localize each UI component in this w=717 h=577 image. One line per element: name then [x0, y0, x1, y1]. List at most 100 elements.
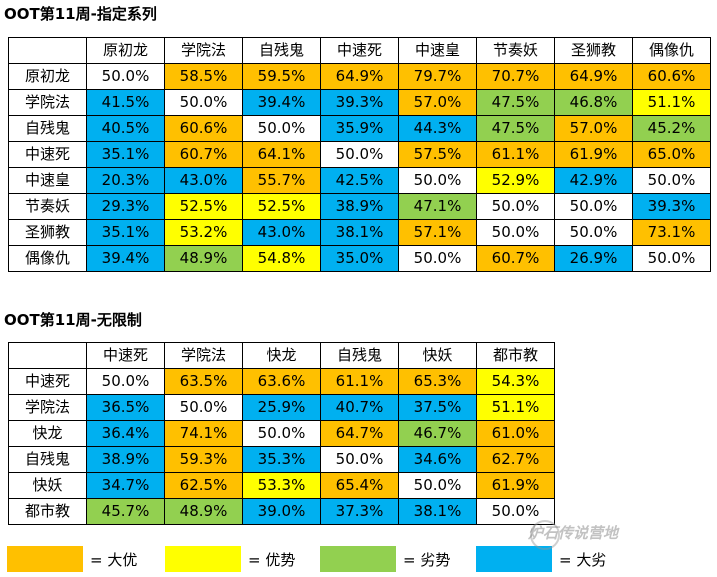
winrate-cell: 40.5%	[86, 115, 165, 142]
column-header: 偶像仇	[632, 37, 711, 64]
row-header: 原初龙	[8, 63, 87, 90]
winrate-cell: 50.0%	[86, 63, 165, 90]
winrate-cell: 37.5%	[398, 394, 477, 421]
header-row: 中速死 学院法 快龙 自残鬼 快妖 都市教	[8, 342, 555, 369]
table-row: 偶像仇 39.4% 48.9% 54.8% 35.0% 50.0% 60.7% 26.9% 50…	[8, 245, 711, 272]
table-row: 中速皇 20.3% 43.0% 55.7% 42.5% 50.0% 52.9% 42.9% 50…	[8, 167, 711, 194]
winrate-cell: 38.1%	[398, 498, 477, 525]
table-row: 快妖 34.7% 62.5% 53.3% 65.4% 50.0% 61.9%	[8, 472, 555, 499]
winrate-cell: 58.5%	[164, 63, 243, 90]
legend-item-strong-advantage: = 大优	[7, 544, 137, 574]
winrate-cell: 29.3%	[86, 193, 165, 220]
legend-item-strong-disadvantage: = 大劣	[476, 544, 606, 574]
winrate-cell: 57.5%	[398, 141, 477, 168]
column-header: 中速死	[320, 37, 399, 64]
column-header: 快龙	[242, 342, 321, 369]
winrate-cell: 57.0%	[398, 89, 477, 116]
legend-label: = 大优	[90, 550, 138, 569]
table-row: 学院法 41.5% 50.0% 39.4% 39.3% 57.0% 47.5% 46.8% 51…	[8, 89, 711, 116]
winrate-cell: 61.9%	[554, 141, 633, 168]
winrate-cell: 39.0%	[242, 498, 321, 525]
row-header: 学院法	[8, 394, 87, 421]
winrate-cell: 51.1%	[476, 394, 555, 421]
winrate-cell: 50.0%	[476, 219, 555, 246]
winrate-cell: 43.0%	[164, 167, 243, 194]
winrate-cell: 39.3%	[632, 193, 711, 220]
winrate-cell: 63.5%	[164, 368, 243, 395]
section2-title: OOT第11周-无限制	[4, 311, 142, 329]
winrate-cell: 55.7%	[242, 167, 321, 194]
winrate-cell: 50.0%	[554, 219, 633, 246]
winrate-cell: 50.0%	[320, 446, 399, 473]
winrate-cell: 65.4%	[320, 472, 399, 499]
row-header: 中速皇	[8, 167, 87, 194]
winrate-cell: 25.9%	[242, 394, 321, 421]
winrate-cell: 34.7%	[86, 472, 165, 499]
column-header: 中速皇	[398, 37, 477, 64]
winrate-cell: 61.0%	[476, 420, 555, 447]
legend-label: = 优势	[248, 550, 296, 569]
winrate-cell: 53.2%	[164, 219, 243, 246]
winrate-cell: 36.4%	[86, 420, 165, 447]
corner-cell	[8, 342, 87, 369]
winrate-cell: 52.9%	[476, 167, 555, 194]
column-header: 圣狮教	[554, 37, 633, 64]
winrate-cell: 59.5%	[242, 63, 321, 90]
winrate-cell: 38.1%	[320, 219, 399, 246]
winrate-cell: 65.3%	[398, 368, 477, 395]
corner-cell	[8, 37, 87, 64]
winrate-cell: 64.9%	[554, 63, 633, 90]
winrate-cell: 50.0%	[86, 368, 165, 395]
column-header: 自残鬼	[320, 342, 399, 369]
winrate-cell: 60.6%	[632, 63, 711, 90]
winrate-cell: 61.9%	[476, 472, 555, 499]
legend-item-disadvantage: = 劣势	[320, 544, 450, 574]
table-row: 中速死 35.1% 60.7% 64.1% 50.0% 57.5% 61.1% 61.9% 65…	[8, 141, 711, 168]
winrate-cell: 47.5%	[476, 115, 555, 142]
winrate-cell: 35.1%	[86, 219, 165, 246]
column-header: 都市教	[476, 342, 555, 369]
table-row: 原初龙 50.0% 58.5% 59.5% 64.9% 79.7% 70.7% 64.9% 60…	[8, 63, 711, 90]
column-header: 原初龙	[86, 37, 165, 64]
winrate-cell: 60.6%	[164, 115, 243, 142]
winrate-cell: 43.0%	[242, 219, 321, 246]
winrate-cell: 57.0%	[554, 115, 633, 142]
winrate-cell: 35.0%	[320, 245, 399, 272]
winrate-cell: 50.0%	[554, 193, 633, 220]
legend-item-advantage: = 优势	[165, 544, 295, 574]
row-header: 自残鬼	[8, 115, 87, 142]
winrate-cell: 50.0%	[632, 245, 711, 272]
winrate-cell: 52.5%	[242, 193, 321, 220]
winrate-cell: 57.1%	[398, 219, 477, 246]
winrate-cell: 47.1%	[398, 193, 477, 220]
winrate-cell: 65.0%	[632, 141, 711, 168]
legend-swatch	[320, 546, 396, 572]
table-row: 学院法 36.5% 50.0% 25.9% 40.7% 37.5% 51.1%	[8, 394, 555, 421]
winrate-cell: 50.0%	[476, 193, 555, 220]
winrate-cell: 62.7%	[476, 446, 555, 473]
table-row: 快龙 36.4% 74.1% 50.0% 64.7% 46.7% 61.0%	[8, 420, 555, 447]
column-header: 快妖	[398, 342, 477, 369]
table-row: 中速死 50.0% 63.5% 63.6% 61.1% 65.3% 54.3%	[8, 368, 555, 395]
header-row: 原初龙 学院法 自残鬼 中速死 中速皇 节奏妖 圣狮教 偶像仇	[8, 37, 711, 64]
winrate-cell: 54.3%	[476, 368, 555, 395]
winrate-cell: 50.0%	[164, 394, 243, 421]
winrate-cell: 63.6%	[242, 368, 321, 395]
winrate-cell: 35.1%	[86, 141, 165, 168]
winrate-cell: 53.3%	[242, 472, 321, 499]
watermark-logo-icon	[530, 520, 560, 550]
legend-swatch	[165, 546, 241, 572]
winrate-cell: 79.7%	[398, 63, 477, 90]
winrate-cell: 62.5%	[164, 472, 243, 499]
table-row: 自残鬼 40.5% 60.6% 50.0% 35.9% 44.3% 47.5% 57.0% 45…	[8, 115, 711, 142]
legend-label: = 劣势	[403, 550, 451, 569]
winrate-cell: 50.0%	[242, 420, 321, 447]
winrate-cell: 46.7%	[398, 420, 477, 447]
winrate-cell: 64.7%	[320, 420, 399, 447]
winrate-cell: 50.0%	[164, 89, 243, 116]
table-row: 节奏妖 29.3% 52.5% 52.5% 38.9% 47.1% 50.0% 50.0% 39…	[8, 193, 711, 220]
winrate-cell: 54.8%	[242, 245, 321, 272]
winrate-cell: 38.9%	[320, 193, 399, 220]
row-header: 偶像仇	[8, 245, 87, 272]
matchup-table-unlimited: 中速死 学院法 快龙 自残鬼 快妖 都市教 中速死 50.0% 63.5% 63.6% 61.1% 6…	[8, 342, 555, 525]
